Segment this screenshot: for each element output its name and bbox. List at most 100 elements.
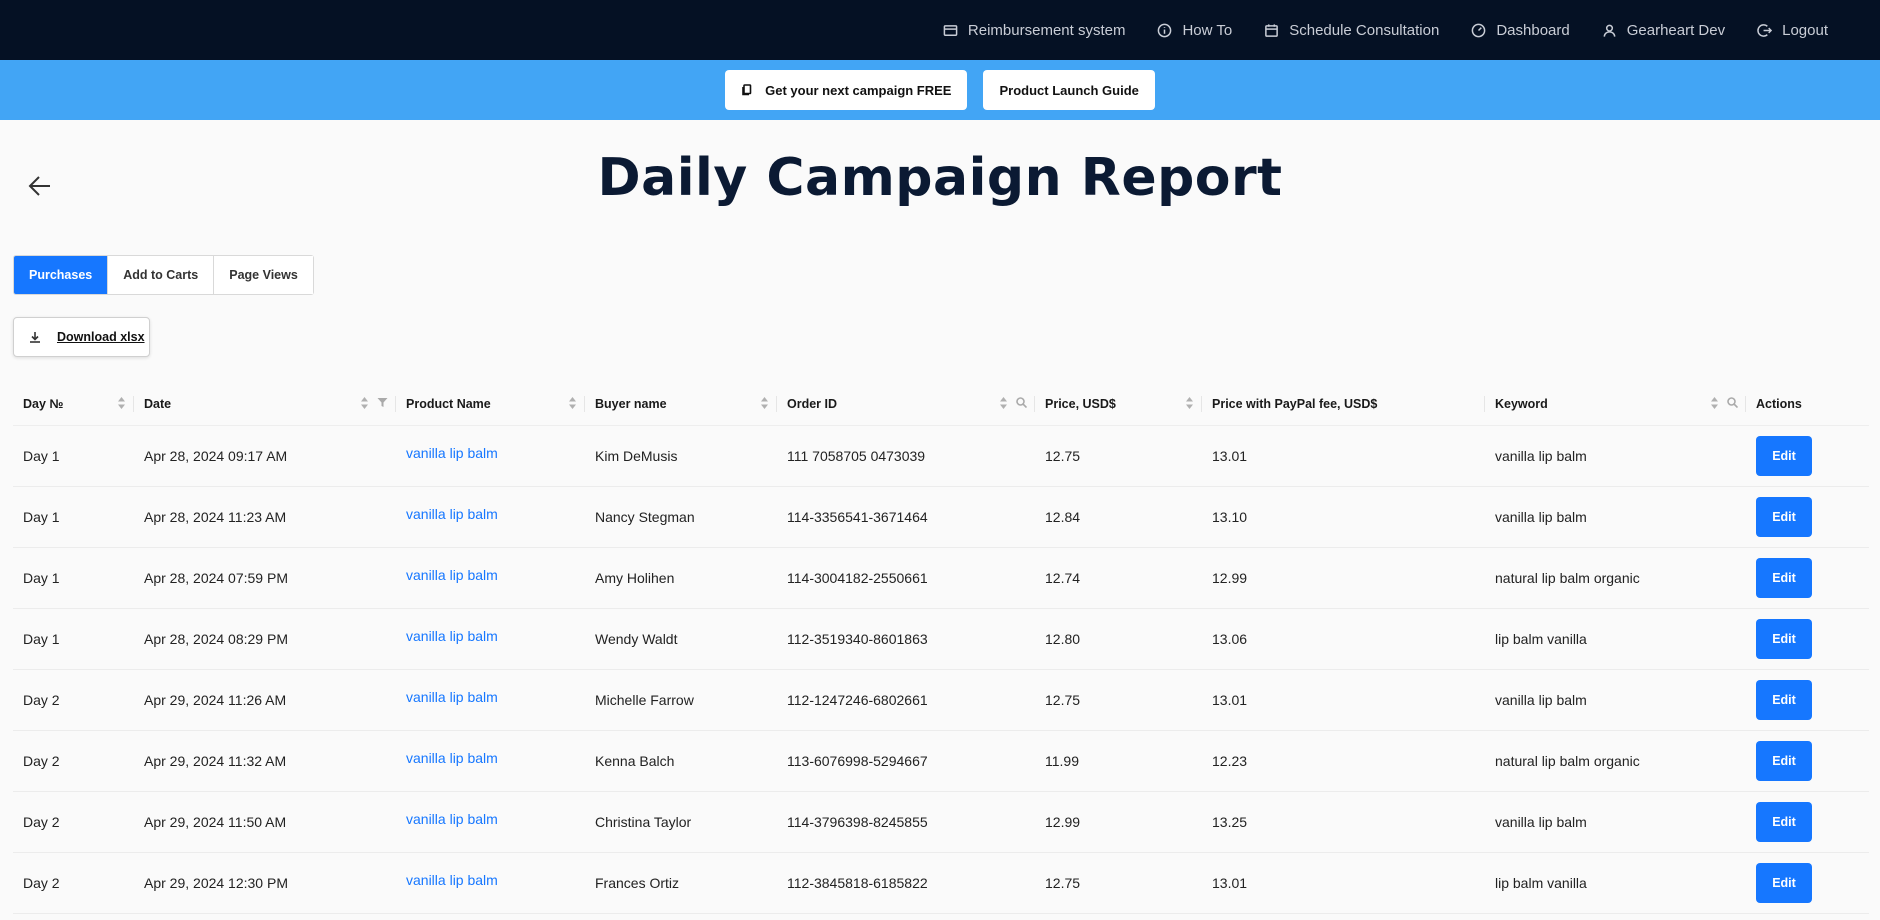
top-nav: Reimbursement system How To Schedule Con… (0, 0, 1880, 60)
column-label: Keyword (1495, 396, 1548, 411)
edit-button[interactable]: Edit (1756, 497, 1812, 537)
nav-reimbursement[interactable]: Reimbursement system (943, 21, 1126, 39)
column-date[interactable]: Date (134, 382, 396, 426)
cell-keyword: natural lip balm organic (1495, 753, 1640, 769)
table-row: Day 1 Apr 28, 2024 08:29 PM vanilla lip … (13, 609, 1869, 670)
arrow-left-icon (28, 176, 50, 196)
cell-day: Day 1 (23, 570, 60, 586)
product-link[interactable]: vanilla lip balm (406, 506, 498, 522)
column-product-name[interactable]: Product Name (396, 382, 585, 426)
nav-dashboard[interactable]: Dashboard (1471, 21, 1570, 39)
cell-buyer: Christina Taylor (595, 814, 692, 830)
table-row: Day 2 Apr 29, 2024 11:50 AM vanilla lip … (13, 792, 1869, 853)
column-label: Day № (23, 396, 64, 411)
search-icon[interactable] (1016, 397, 1027, 408)
cell-buyer: Nancy Stegman (595, 509, 695, 525)
cell-date: Apr 29, 2024 12:30 PM (144, 875, 288, 891)
cell-actions: Edit (1746, 436, 1869, 476)
back-button[interactable] (26, 172, 54, 200)
cell-date: Apr 28, 2024 09:17 AM (144, 448, 288, 464)
product-link[interactable]: vanilla lip balm (406, 750, 498, 766)
cell-keyword: lip balm vanilla (1495, 631, 1587, 647)
cell-order-id: 112-3519340-8601863 (787, 631, 928, 647)
table-body: Day 1 Apr 28, 2024 09:17 AM vanilla lip … (13, 426, 1869, 914)
cell-date: Apr 28, 2024 11:23 AM (144, 509, 287, 525)
edit-button[interactable]: Edit (1756, 863, 1812, 903)
report-tabs: Purchases Add to Carts Page Views (13, 255, 314, 295)
cell-price: 12.75 (1045, 448, 1081, 464)
edit-button[interactable]: Edit (1756, 802, 1812, 842)
edit-button[interactable]: Edit (1756, 619, 1812, 659)
sort-icon[interactable] (1710, 396, 1719, 410)
column-label: Order ID (787, 396, 838, 411)
card-icon (943, 24, 958, 36)
table-row: Day 2 Apr 29, 2024 11:32 AM vanilla lip … (13, 731, 1869, 792)
search-icon[interactable] (1727, 397, 1738, 408)
nav-label: Reimbursement system (967, 21, 1126, 39)
nav-schedule-consultation[interactable]: Schedule Consultation (1264, 22, 1439, 39)
nav-logout[interactable]: Logout (1757, 22, 1828, 39)
page-title: Daily Campaign Report (597, 148, 1283, 208)
cell-order-id: 111 7058705 0473039 (787, 448, 926, 464)
cell-date: Apr 29, 2024 11:50 AM (144, 814, 287, 830)
filter-icon[interactable] (377, 397, 388, 408)
cell-price-with-fee: 13.01 (1212, 448, 1248, 464)
table-header: Day № Date Product Name Buyer name Order… (13, 382, 1869, 426)
cell-actions: Edit (1746, 497, 1869, 537)
sort-icon[interactable] (568, 396, 577, 410)
logout-icon (1757, 23, 1773, 37)
column-label: Price with PayPal fee, USD$ (1212, 396, 1378, 411)
cell-price-with-fee: 13.25 (1212, 814, 1248, 830)
nav-how-to[interactable]: How To (1157, 22, 1232, 39)
free-campaign-button[interactable]: Get your next campaign FREE (725, 70, 968, 110)
product-link[interactable]: vanilla lip balm (406, 628, 498, 644)
sort-icon[interactable] (1185, 396, 1194, 410)
cell-keyword: vanilla lip balm (1495, 692, 1587, 708)
cell-price: 12.84 (1045, 509, 1081, 525)
cell-order-id: 113-6076998-5294667 (787, 753, 928, 769)
tab-page-views[interactable]: Page Views (214, 256, 313, 294)
info-icon (1158, 23, 1172, 37)
sort-icon[interactable] (117, 396, 126, 410)
column-actions: Actions (1746, 382, 1869, 426)
product-link[interactable]: vanilla lip balm (406, 811, 498, 827)
nav-label: Dashboard (1496, 21, 1570, 39)
sort-icon[interactable] (999, 396, 1008, 410)
product-link[interactable]: vanilla lip balm (406, 567, 498, 583)
column-buyer-name[interactable]: Buyer name (585, 382, 777, 426)
cell-date: Apr 28, 2024 08:29 PM (144, 631, 288, 647)
cell-price-with-fee: 13.01 (1212, 875, 1248, 891)
cell-day: Day 1 (23, 509, 60, 525)
column-price[interactable]: Price, USD$ (1035, 382, 1202, 426)
edit-button[interactable]: Edit (1756, 436, 1812, 476)
cell-actions: Edit (1746, 741, 1869, 781)
edit-button[interactable]: Edit (1756, 558, 1812, 598)
product-link[interactable]: vanilla lip balm (406, 872, 498, 888)
column-order-id[interactable]: Order ID (777, 382, 1035, 426)
edit-button[interactable]: Edit (1756, 741, 1812, 781)
cell-order-id: 114-3356541-3671464 (787, 509, 928, 525)
cell-buyer: Kenna Balch (595, 753, 675, 769)
nav-user-account[interactable]: Gearheart Dev (1602, 22, 1725, 39)
cell-buyer: Michelle Farrow (595, 692, 694, 708)
nav-label: Logout (1782, 21, 1828, 39)
column-day[interactable]: Day № (13, 382, 134, 426)
tab-purchases[interactable]: Purchases (14, 256, 109, 294)
sort-icon[interactable] (360, 396, 369, 410)
product-link[interactable]: vanilla lip balm (406, 689, 498, 705)
cell-day: Day 1 (23, 448, 60, 464)
nav-label: Gearheart Dev (1626, 21, 1726, 39)
edit-button[interactable]: Edit (1756, 680, 1812, 720)
calendar-icon (1265, 23, 1279, 37)
product-launch-guide-button[interactable]: Product Launch Guide (983, 70, 1155, 110)
product-link[interactable]: vanilla lip balm (406, 445, 498, 461)
download-xlsx-button[interactable]: Download xlsx (13, 317, 150, 357)
column-keyword[interactable]: Keyword (1485, 382, 1746, 426)
cell-buyer: Wendy Waldt (595, 631, 678, 647)
tab-add-to-carts[interactable]: Add to Carts (108, 256, 215, 294)
cell-price-with-fee: 13.01 (1212, 692, 1248, 708)
nav-label: Schedule Consultation (1289, 21, 1440, 39)
table-row: Day 2 Apr 29, 2024 12:30 PM vanilla lip … (13, 853, 1869, 914)
sort-icon[interactable] (760, 396, 769, 410)
user-icon (1603, 24, 1616, 37)
